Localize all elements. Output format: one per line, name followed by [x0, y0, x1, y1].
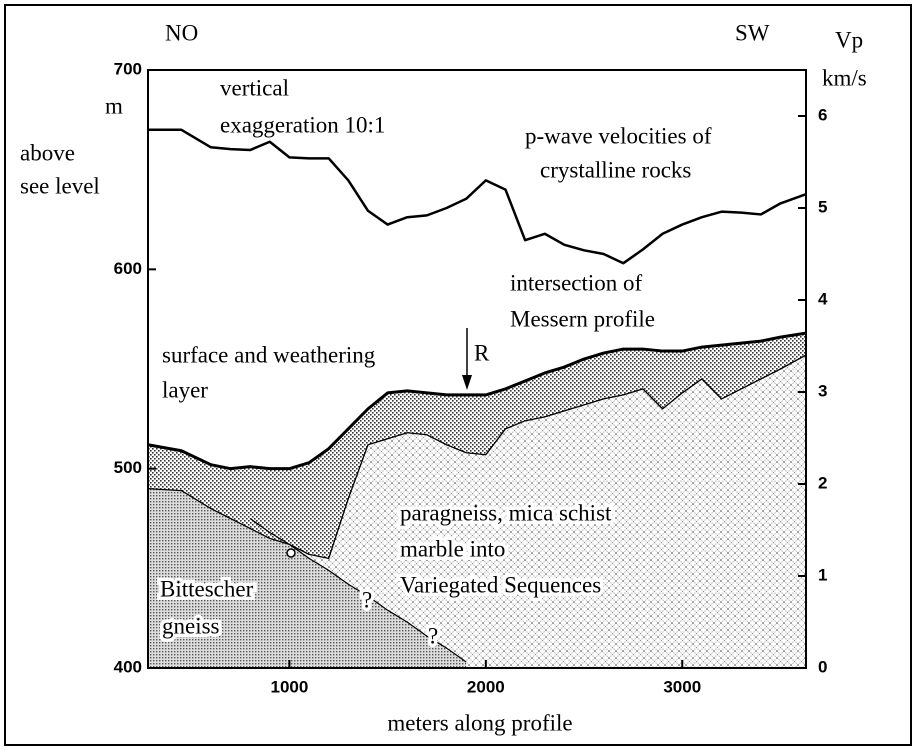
marker: [287, 549, 295, 557]
annotation: SW: [735, 20, 770, 45]
x-tick-label: 1000: [271, 677, 309, 696]
annotation: marble into: [400, 536, 505, 561]
annotation: exaggeration 10:1: [220, 112, 385, 137]
annotation: Messern profile: [510, 306, 655, 331]
y2-tick-label: 6: [818, 105, 827, 124]
y-tick-label: 700: [114, 59, 142, 78]
y2-tick-label: 3: [818, 381, 827, 400]
annotation: R: [474, 340, 490, 365]
annotation: layer: [162, 377, 208, 402]
y-tick-label: 600: [114, 259, 142, 278]
y-tick-label: 500: [114, 458, 142, 477]
y2-tick-label: 5: [818, 197, 827, 216]
y2-tick-label: 1: [818, 565, 827, 584]
annotation: intersection of: [510, 270, 643, 295]
annotation: Variegated Sequences: [400, 572, 601, 597]
annotation: surface and weathering: [162, 342, 376, 367]
annotation: NO: [165, 20, 198, 45]
annotation: Bittescher: [160, 576, 254, 601]
chart: meters along profile 400 500 600 700 0 1 2 3 4 5 6…: [0, 0, 917, 751]
profile-line: [148, 130, 806, 263]
y2-tick-label: 0: [818, 657, 827, 676]
annotation: Vp: [835, 27, 863, 52]
annotation: km/s: [822, 65, 867, 90]
annotation: gneiss: [162, 613, 220, 638]
annotation: ?: [428, 623, 438, 648]
x-axis-label: meters along profile: [387, 710, 572, 735]
annotation: m: [105, 93, 123, 118]
annotation: above: [20, 140, 75, 165]
annotation: see level: [20, 173, 100, 198]
y-tick-label: 400: [114, 657, 142, 676]
annotation: crystalline rocks: [540, 157, 691, 182]
annotation: p-wave velocities of: [525, 123, 712, 148]
annotation: paragneiss, mica schist: [400, 500, 612, 525]
x-tick-label: 2000: [467, 677, 505, 696]
y2-tick-label: 4: [818, 289, 828, 308]
arrow-head: [462, 375, 472, 390]
annotation: ?: [362, 587, 372, 612]
x-tick-label: 3000: [663, 677, 701, 696]
y2-tick-label: 2: [818, 473, 827, 492]
annotation: vertical: [220, 75, 289, 100]
